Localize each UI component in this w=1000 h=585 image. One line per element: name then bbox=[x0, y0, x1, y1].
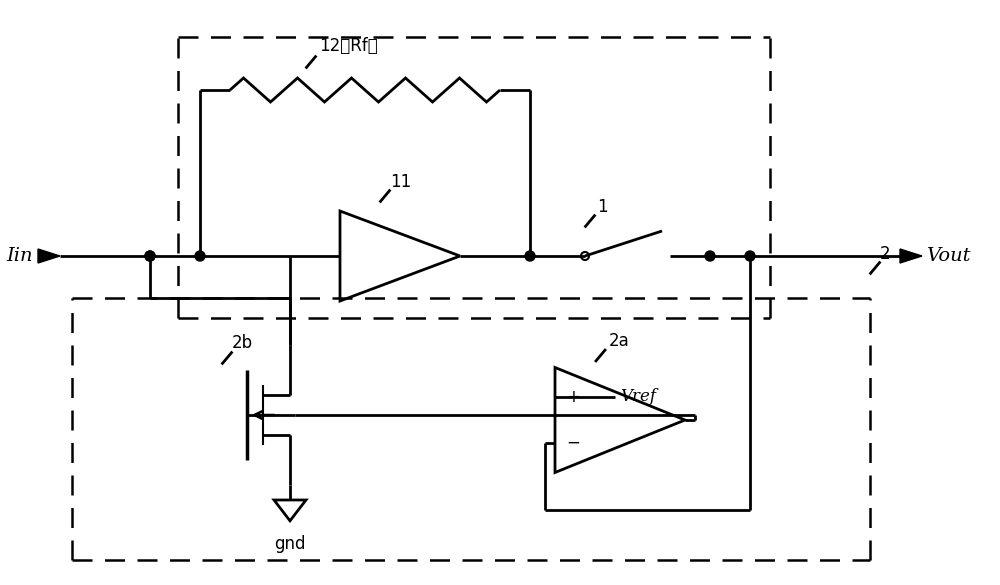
Circle shape bbox=[525, 251, 535, 261]
Text: 2b: 2b bbox=[232, 334, 253, 352]
Text: gnd: gnd bbox=[274, 535, 306, 553]
Text: +: + bbox=[566, 388, 580, 406]
Text: 2: 2 bbox=[880, 245, 891, 263]
Text: Iin: Iin bbox=[7, 247, 33, 265]
Polygon shape bbox=[38, 249, 60, 263]
Text: 1: 1 bbox=[597, 198, 608, 216]
Circle shape bbox=[195, 251, 205, 261]
Text: 2a: 2a bbox=[608, 332, 629, 349]
Text: 11: 11 bbox=[390, 173, 411, 191]
Text: −: − bbox=[566, 434, 580, 452]
Circle shape bbox=[145, 251, 155, 261]
Text: Vref: Vref bbox=[620, 388, 656, 405]
Polygon shape bbox=[900, 249, 922, 263]
Circle shape bbox=[705, 251, 715, 261]
Circle shape bbox=[145, 251, 155, 261]
Circle shape bbox=[745, 251, 755, 261]
Text: Vout: Vout bbox=[926, 247, 970, 265]
Text: 12（Rf）: 12（Rf） bbox=[319, 37, 378, 55]
